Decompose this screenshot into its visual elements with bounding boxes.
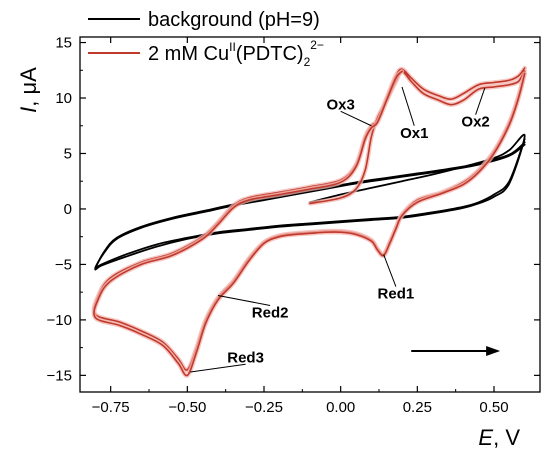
leader-line-ox2 (475, 87, 486, 115)
series-0-cycle-1 (94, 138, 526, 270)
series-1-cycle-0 (93, 67, 526, 371)
peak-annotations: Ox3 Ox1 Ox2 Red1 Red2 Red3 (190, 86, 501, 373)
leader-line-red2 (217, 294, 271, 306)
y-tick-label: 10 (55, 90, 72, 107)
legend-label-background: background (pH=9) (148, 9, 320, 31)
svg-text:E, V: E, V (478, 425, 520, 450)
x-tick-label: 0.25 (403, 399, 432, 416)
series-halo-1-cycle-0 (91, 65, 527, 373)
y-axis-label: I, μA (16, 67, 41, 113)
plot-frame (79, 36, 541, 393)
axis-ticks: −0.75 −0.50 −0.25 0.00 0.25 0.50 −15 −10 −5 0 5 10 1… (47, 35, 540, 416)
peak-label-red1: Red1 (378, 286, 415, 303)
y-tick-label: −10 (47, 312, 72, 329)
leader-line-red3 (190, 363, 246, 373)
peak-label-red2: Red2 (252, 304, 289, 321)
series-1-cycle-1 (93, 70, 526, 377)
leader-line-red1 (383, 254, 397, 287)
plot-border (79, 36, 541, 393)
leader-line-ox1 (401, 86, 415, 126)
y-tick-label: 15 (55, 35, 72, 52)
scan-direction-arrow-head (486, 345, 501, 356)
data-traces (91, 65, 527, 378)
x-axis-label: E, V (478, 425, 520, 450)
y-tick-label: 0 (64, 201, 72, 218)
x-tick-label: 0.00 (326, 399, 355, 416)
peak-label-ox1: Ox1 (400, 125, 428, 142)
y-tick-label: −15 (47, 367, 72, 384)
peak-label-ox2: Ox2 (461, 114, 489, 131)
legend-label-complex: 2 mM CuII(PDTC)22− (148, 38, 324, 69)
leader-line-ox3 (340, 110, 372, 127)
y-tick-label: 5 (64, 145, 72, 162)
peak-label-red3: Red3 (227, 349, 264, 366)
y-tick-label: −5 (55, 256, 72, 273)
x-tick-label: −0.50 (168, 399, 206, 416)
svg-text:I, μA: I, μA (16, 67, 41, 113)
x-tick-label: 0.50 (479, 399, 508, 416)
peak-label-ox3: Ox3 (326, 96, 354, 113)
x-tick-label: −0.25 (245, 399, 283, 416)
legend: background (pH=9) 2 mM CuII(PDTC)22− (88, 9, 324, 69)
x-tick-label: −0.75 (92, 399, 130, 416)
